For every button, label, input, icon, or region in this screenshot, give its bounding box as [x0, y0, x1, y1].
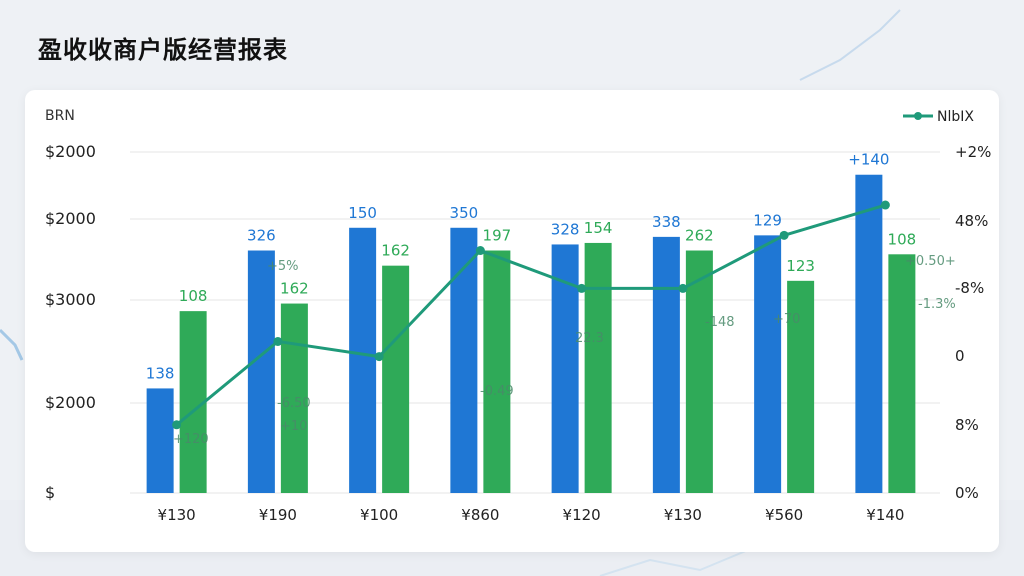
- line-point: [577, 283, 587, 293]
- bar-series-2: [382, 265, 410, 493]
- right-tick-label: -8%: [955, 279, 984, 297]
- x-tick-label: ¥100: [360, 506, 398, 524]
- bar-label-series-2: 108: [179, 287, 208, 305]
- left-tick-label: $2000: [45, 209, 96, 228]
- page-title: 盈收收商户版经营报表: [38, 36, 288, 64]
- left-tick-label: $2000: [45, 142, 96, 161]
- bar-series-1: [349, 227, 377, 493]
- left-tick-label: $3000: [45, 290, 96, 309]
- bar-series-1: [247, 250, 275, 493]
- bar-series-2: [787, 280, 815, 493]
- legend-label: NlbIX: [937, 109, 974, 125]
- chart-card: BRN $2000 $2000 $3000 $2000 $ +2% 48% -8% 0 8% 0% Nl…: [25, 90, 999, 552]
- annotation-label: +70: [773, 312, 800, 327]
- annotation-label: +120: [173, 432, 209, 447]
- bar-label-series-2: 108: [888, 230, 917, 248]
- bar-series-2: [584, 242, 612, 493]
- line-point: [779, 230, 789, 240]
- bar-label-series-2: 154: [584, 219, 613, 237]
- bar-series-2: [280, 303, 308, 493]
- bar-series-2: [483, 250, 511, 493]
- x-tick-label: ¥860: [461, 506, 499, 524]
- annotation-label: -0.49: [480, 384, 514, 399]
- bar-series-1: [146, 388, 174, 493]
- annotation-label: +10: [280, 419, 307, 434]
- bar-label-series-1: 129: [753, 211, 782, 229]
- bar-series-1: [855, 174, 883, 493]
- bar-series-1: [652, 236, 680, 494]
- line-point: [172, 420, 182, 430]
- line-series: [175, 203, 886, 426]
- right-tick-label: +2%: [955, 143, 991, 161]
- right-tick-label: 8%: [955, 416, 979, 434]
- right-tick-label: 48%: [955, 212, 988, 230]
- bar-series-1: [450, 227, 478, 493]
- annotation-label: -1.3%: [918, 297, 956, 312]
- line-point: [374, 352, 384, 362]
- x-tick-label: ¥140: [866, 506, 904, 524]
- x-tick-label: ¥130: [664, 506, 702, 524]
- bar-series-2: [888, 254, 916, 493]
- annotation-label: +0.50+: [905, 254, 956, 269]
- left-tick-label: $2000: [45, 393, 96, 412]
- line-point: [273, 336, 283, 346]
- x-tick-label: ¥120: [563, 506, 601, 524]
- bar-label-series-2: 262: [685, 227, 714, 245]
- bar-label-series-1: +140: [848, 151, 889, 169]
- annotation-label: -6.50: [277, 396, 311, 411]
- line-point: [678, 283, 688, 293]
- right-tick-label: 0%: [955, 484, 979, 502]
- annotation-label: -148: [705, 315, 735, 330]
- bar-series-2: [685, 250, 713, 493]
- bar-label-series-2: 123: [786, 257, 815, 275]
- bar-label-series-1: 138: [146, 364, 175, 382]
- chart: BRN $2000 $2000 $3000 $2000 $ +2% 48% -8% 0 8% 0% Nl…: [45, 108, 991, 524]
- x-tick-label: ¥190: [259, 506, 297, 524]
- bar-label-series-2: 197: [483, 227, 512, 245]
- bar-label-series-1: 326: [247, 227, 276, 245]
- right-tick-label: 0: [955, 347, 965, 365]
- line-point: [475, 246, 485, 256]
- bar-label-series-1: 350: [450, 204, 479, 222]
- bar-label-series-1: 338: [652, 213, 681, 231]
- left-tick-label: $: [45, 483, 55, 502]
- annotation-label: 22.3: [575, 331, 604, 346]
- annotation-label: +5%: [267, 259, 299, 274]
- bar-series-1: [754, 235, 782, 493]
- line-point: [880, 200, 890, 210]
- bar-label-series-1: 150: [348, 204, 377, 222]
- x-tick-label: ¥560: [765, 506, 803, 524]
- bar-label-series-1: 328: [551, 220, 580, 238]
- bar-label-series-2: 162: [280, 280, 309, 298]
- x-tick-label: ¥130: [158, 506, 196, 524]
- bar-label-series-2: 162: [381, 242, 410, 260]
- left-axis-label: BRN: [45, 108, 75, 124]
- legend-line-marker: [914, 112, 922, 120]
